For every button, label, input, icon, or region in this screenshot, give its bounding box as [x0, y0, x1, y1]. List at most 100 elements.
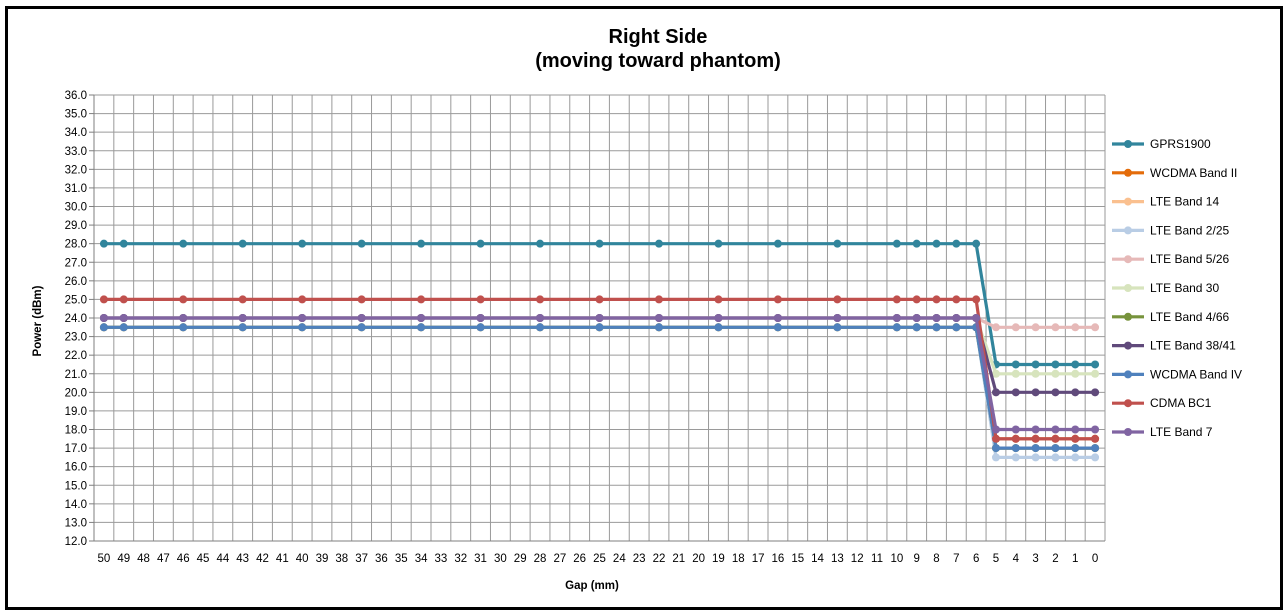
x-tick-label: 43	[236, 553, 249, 565]
data-point	[476, 314, 485, 322]
legend-label: WCDMA Band II	[1150, 166, 1237, 180]
legend-swatch-marker	[1124, 341, 1132, 350]
data-point	[1091, 388, 1100, 397]
data-point	[714, 239, 723, 248]
data-point	[952, 323, 961, 332]
x-tick-label: 3	[1032, 553, 1038, 565]
x-tick-label: 33	[435, 553, 448, 565]
data-point	[833, 239, 842, 248]
data-point	[773, 323, 782, 332]
data-point	[1071, 388, 1080, 397]
data-point	[892, 239, 901, 248]
legend-swatch-marker	[1124, 312, 1132, 321]
legend-item: LTE Band 7	[1112, 425, 1213, 439]
data-point	[179, 323, 188, 332]
data-point	[1031, 360, 1040, 369]
data-point	[99, 323, 108, 332]
data-point	[1091, 434, 1100, 443]
data-point	[298, 239, 307, 248]
x-tick-label: 7	[953, 553, 959, 565]
data-point	[357, 295, 366, 304]
y-tick-label: 22.0	[65, 350, 87, 362]
x-tick-label: 36	[375, 553, 388, 565]
y-tick-label: 27.0	[65, 257, 87, 269]
legend-item: LTE Band 5/26	[1112, 252, 1229, 266]
data-point	[536, 323, 545, 332]
y-tick-label: 31.0	[65, 183, 87, 195]
x-tick-label: 41	[276, 553, 289, 565]
x-tick-label: 30	[494, 553, 507, 565]
x-tick-label: 32	[454, 553, 467, 565]
legend-swatch-marker	[1124, 197, 1132, 206]
line-chart: Right Side (moving toward phantom) 12.01…	[32, 26, 1242, 592]
data-point	[654, 323, 663, 332]
legend-item: WCDMA Band II	[1112, 166, 1237, 180]
data-point	[476, 295, 485, 304]
legend-swatch-marker	[1124, 140, 1132, 148]
data-point	[1031, 369, 1040, 378]
data-point	[1031, 453, 1040, 462]
x-tick-label: 25	[593, 553, 606, 565]
legend-label: LTE Band 38/41	[1150, 339, 1236, 353]
data-point	[1031, 434, 1040, 443]
legend-item: WCDMA Band IV	[1112, 367, 1242, 381]
data-point	[932, 239, 941, 248]
legend-swatch-marker	[1124, 428, 1132, 436]
legend-swatch-marker	[1124, 226, 1132, 235]
data-point	[1011, 453, 1020, 462]
legend-swatch-marker	[1124, 284, 1132, 292]
y-tick-label: 30.0	[65, 202, 87, 214]
x-axis-title: Gap (mm)	[565, 580, 619, 592]
data-point	[1051, 388, 1060, 397]
y-tick-label: 34.0	[65, 127, 87, 139]
data-point	[1031, 388, 1040, 397]
x-tick-label: 6	[973, 553, 979, 565]
y-tick-label: 28.0	[65, 239, 87, 251]
data-point	[179, 314, 188, 322]
data-point	[357, 239, 366, 248]
y-axis-ticks: 12.0 13.0 14.0 15.0 16.0 17.0 18.0 19.0 20.0 21.0…	[65, 90, 87, 548]
data-point	[833, 314, 842, 322]
y-tick-label: 33.0	[65, 146, 87, 158]
legend: GPRS1900 WCDMA Band II LTE Band 14 LTE Band…	[1112, 137, 1242, 439]
x-tick-label: 20	[692, 553, 705, 565]
data-point	[1031, 444, 1040, 453]
data-point	[1071, 360, 1080, 369]
data-point	[595, 295, 604, 304]
data-point	[357, 323, 366, 332]
x-tick-label: 9	[913, 553, 919, 565]
y-tick-label: 16.0	[65, 462, 87, 474]
data-point	[417, 314, 426, 322]
data-point	[773, 314, 782, 322]
data-point	[1051, 425, 1060, 434]
x-tick-label: 46	[177, 553, 190, 565]
data-point	[991, 369, 1000, 378]
x-tick-label: 16	[772, 553, 785, 565]
x-tick-label: 44	[216, 553, 229, 565]
data-point	[912, 323, 921, 332]
series-0	[99, 239, 1100, 369]
data-point	[119, 295, 128, 304]
data-point	[1031, 425, 1040, 434]
y-tick-label: 14.0	[65, 499, 87, 511]
data-point	[1091, 360, 1100, 369]
y-tick-label: 26.0	[65, 276, 87, 288]
data-point	[1051, 369, 1060, 378]
legend-label: GPRS1900	[1150, 137, 1211, 151]
data-point	[972, 295, 981, 304]
data-point	[991, 444, 1000, 453]
data-point	[952, 314, 961, 322]
legend-label: LTE Band 30	[1150, 281, 1219, 295]
legend-label: LTE Band 5/26	[1150, 252, 1229, 266]
data-point	[1011, 434, 1020, 443]
x-tick-label: 17	[752, 553, 765, 565]
data-point	[1071, 453, 1080, 462]
data-point	[417, 295, 426, 304]
data-point	[357, 314, 366, 322]
data-point	[1011, 425, 1020, 434]
data-point	[892, 314, 901, 322]
data-point	[1051, 444, 1060, 453]
legend-item: CDMA BC1	[1112, 396, 1212, 410]
legend-item: LTE Band 38/41	[1112, 339, 1236, 353]
data-point	[1051, 453, 1060, 462]
